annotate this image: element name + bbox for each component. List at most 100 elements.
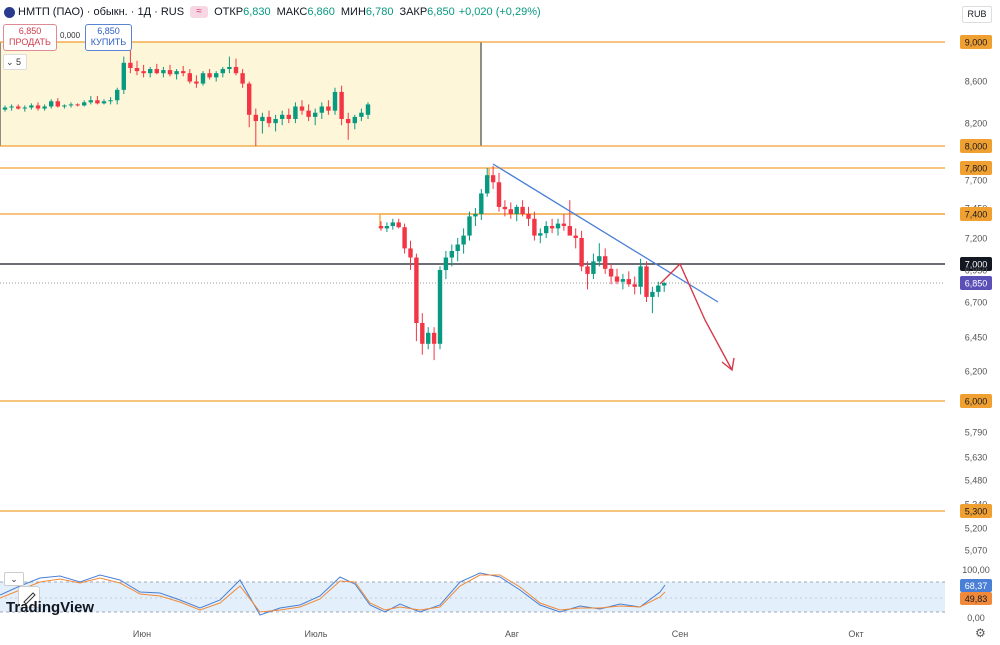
y-axis-tick-label: 5,480 bbox=[965, 476, 988, 486]
candle-body bbox=[556, 224, 560, 229]
candle-body bbox=[391, 222, 395, 226]
tradingview-logo: TradingView bbox=[6, 599, 94, 616]
low-value: 6,780 bbox=[366, 6, 394, 18]
candle-body bbox=[609, 269, 613, 277]
y-axis-tick-label: 6,700 bbox=[965, 298, 988, 308]
candle-body bbox=[155, 69, 159, 73]
forecast-arrow bbox=[660, 264, 732, 370]
buy-price: 6,850 bbox=[86, 26, 131, 37]
candle-body bbox=[62, 105, 66, 106]
candle-body bbox=[550, 226, 554, 228]
candle-body bbox=[633, 284, 637, 287]
candle-body bbox=[414, 258, 418, 324]
candle-body bbox=[115, 90, 119, 100]
candle-body bbox=[293, 106, 297, 118]
candle-body bbox=[234, 67, 238, 73]
y-axis-tick-label: 5,790 bbox=[965, 428, 988, 438]
candle-body bbox=[579, 238, 583, 266]
y-axis-tick-label: 6,950 bbox=[965, 266, 988, 276]
x-axis-month-label: Июн bbox=[133, 629, 151, 639]
candle-body bbox=[306, 111, 310, 117]
y-axis-tick-label: 6,450 bbox=[965, 333, 988, 343]
lots-input[interactable]: ⌄ 5 bbox=[3, 54, 27, 70]
candle-body bbox=[108, 100, 112, 101]
candle-body bbox=[426, 333, 430, 344]
candle-body bbox=[161, 70, 165, 73]
y-axis-tick-label: 8,600 bbox=[965, 77, 988, 87]
candle-body bbox=[467, 216, 471, 235]
candle-body bbox=[473, 214, 477, 216]
candle-body bbox=[16, 106, 20, 108]
candle-body bbox=[227, 67, 231, 69]
symbol-title[interactable]: НМТП (ПАО) · обыкн. · 1Д · RUS bbox=[18, 6, 184, 18]
candle-body bbox=[42, 106, 46, 108]
sell-price: 6,850 bbox=[4, 26, 56, 37]
candle-body bbox=[638, 266, 642, 286]
candle-body bbox=[174, 71, 178, 74]
stochastic-band bbox=[0, 582, 945, 612]
candle-body bbox=[141, 71, 145, 73]
candle-body bbox=[656, 286, 660, 292]
candle-body bbox=[326, 106, 330, 110]
candle-body bbox=[194, 82, 198, 84]
exchange-logo-icon bbox=[4, 7, 15, 18]
candle-body bbox=[273, 119, 277, 123]
candle-body bbox=[188, 73, 192, 81]
candle-body bbox=[300, 106, 304, 110]
collapse-indicator-button[interactable]: ⌄ bbox=[4, 572, 24, 586]
spread-value: 0,000 bbox=[60, 31, 80, 40]
candle-body bbox=[69, 104, 73, 105]
price-level-badge-label: 6,000 bbox=[965, 397, 988, 407]
candle-body bbox=[456, 245, 460, 252]
wave-icon[interactable]: ≈ bbox=[190, 6, 208, 18]
candle-body bbox=[102, 101, 106, 103]
candle-body bbox=[280, 115, 284, 119]
y-axis-tick-label: 7,700 bbox=[965, 176, 988, 186]
candle-body bbox=[526, 214, 530, 219]
settings-gear-icon[interactable]: ⚙ bbox=[975, 626, 986, 640]
candle-body bbox=[479, 193, 483, 214]
buy-button[interactable]: 6,850 КУПИТЬ bbox=[85, 24, 132, 51]
candle-body bbox=[644, 266, 648, 297]
candle-body bbox=[461, 236, 465, 245]
candle-body bbox=[148, 69, 152, 73]
candle-body bbox=[260, 117, 264, 121]
stochastic-axis-label: 0,00 bbox=[967, 613, 985, 623]
high-value: 6,860 bbox=[307, 6, 335, 18]
candle-body bbox=[568, 226, 572, 236]
high-label: МАКС bbox=[277, 6, 308, 18]
candle-body bbox=[544, 226, 548, 233]
candle-body bbox=[49, 101, 53, 106]
candle-body bbox=[650, 292, 654, 297]
sell-button[interactable]: 6,850 ПРОДАТЬ bbox=[3, 24, 57, 51]
candle-body bbox=[122, 63, 126, 90]
candle-body bbox=[562, 224, 566, 226]
open-value: 6,830 bbox=[243, 6, 271, 18]
close-value: 6,850 bbox=[427, 6, 455, 18]
candle-body bbox=[385, 226, 389, 228]
candle-body bbox=[29, 105, 33, 107]
candle-body bbox=[36, 105, 40, 108]
currency-select[interactable]: RUB bbox=[962, 6, 992, 23]
candle-body bbox=[397, 222, 401, 227]
candle-body bbox=[214, 73, 218, 77]
candle-body bbox=[247, 84, 251, 115]
candle-body bbox=[128, 63, 132, 68]
candle-body bbox=[346, 119, 350, 123]
y-axis-tick-label: 5,070 bbox=[965, 546, 988, 556]
change-value: +0,020 (+0,29%) bbox=[459, 6, 541, 18]
x-axis-month-label: Окт bbox=[848, 629, 863, 639]
y-axis-tick-label: 6,200 bbox=[965, 367, 988, 377]
y-axis-tick-label: 7,200 bbox=[965, 234, 988, 244]
x-axis-month-label: Авг bbox=[505, 629, 520, 639]
symbol-header: НМТП (ПАО) · обыкн. · 1Д · RUS ≈ ОТКР 6,8… bbox=[4, 4, 541, 20]
y-axis-tick-label: 5,630 bbox=[965, 453, 988, 463]
candle-body bbox=[366, 104, 370, 114]
candle-body bbox=[627, 279, 631, 284]
candle-body bbox=[23, 108, 27, 109]
lots-value: 5 bbox=[16, 57, 21, 67]
candle-body bbox=[201, 73, 205, 83]
candle-body bbox=[287, 115, 291, 119]
candle-body bbox=[662, 283, 666, 286]
